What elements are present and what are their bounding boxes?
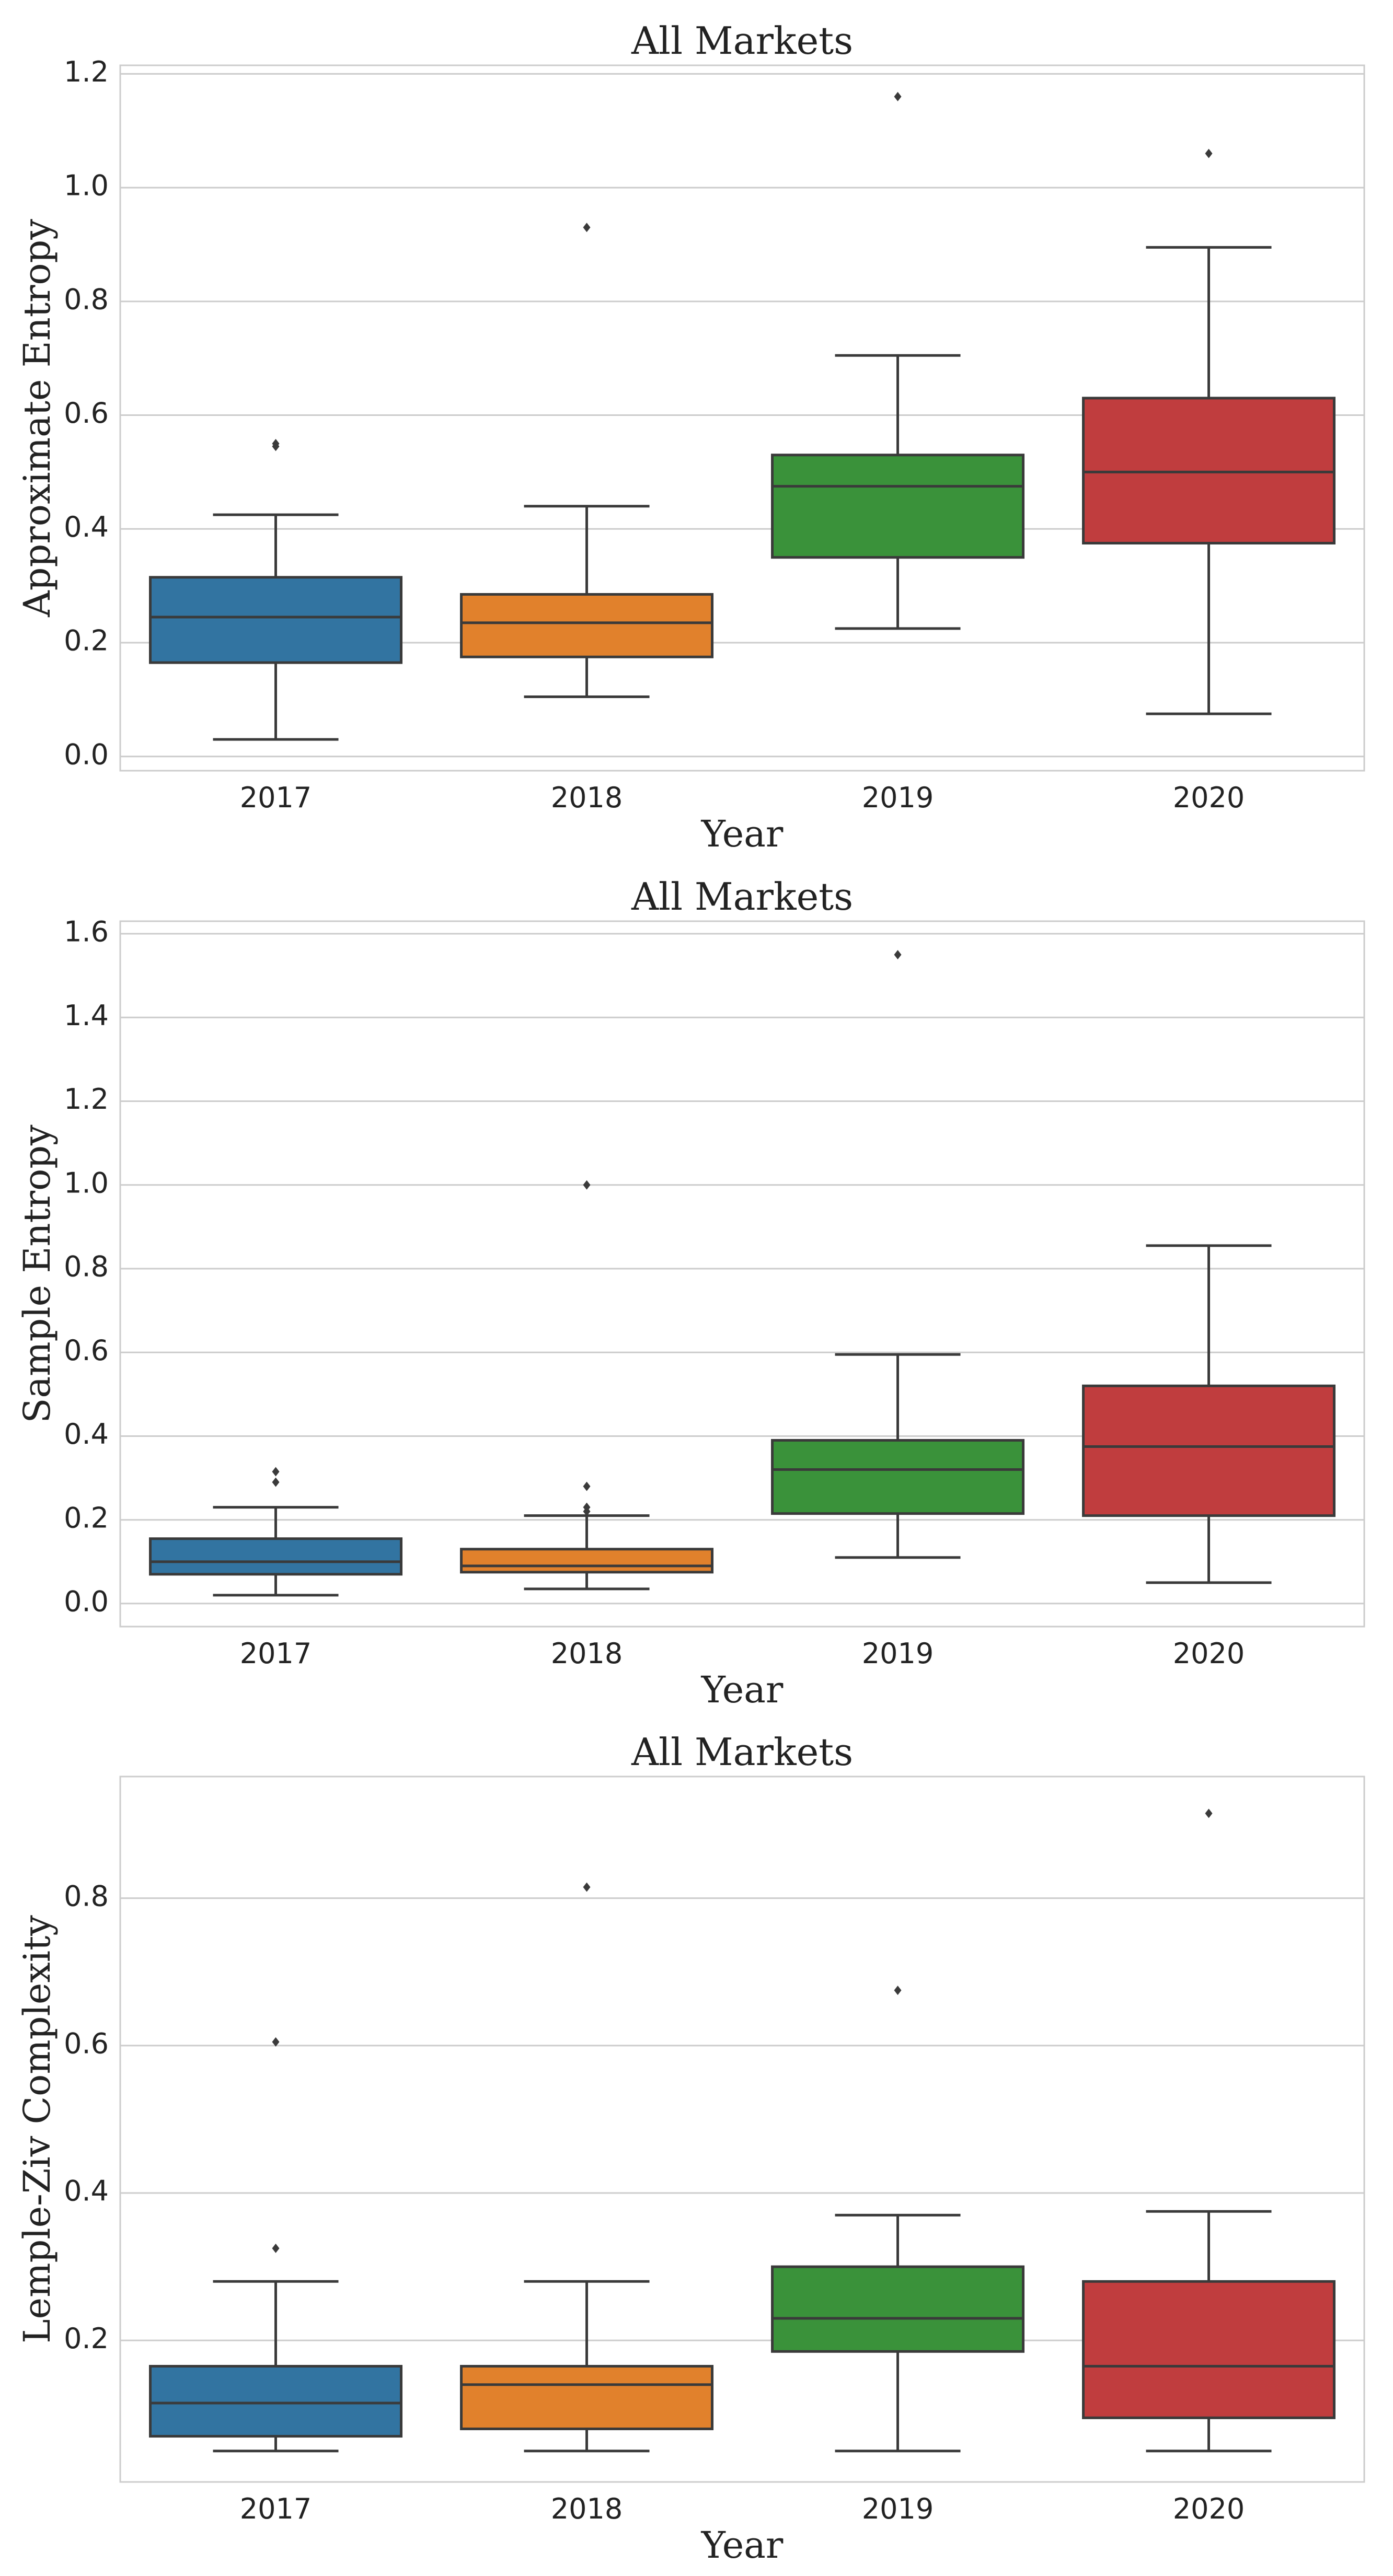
plot-frame [119,1776,1365,2483]
outlier-point [583,1502,591,1512]
chart-title: All Markets [631,1730,853,1774]
box-2020 [1082,1244,1336,1584]
iqr-box [771,454,1024,559]
y-tick-label: 0.8 [64,1879,109,1912]
outlier-point [894,950,902,960]
outlier-point [272,438,280,448]
y-tick-label: 0.2 [64,2322,109,2355]
outlier-point [583,1180,591,1190]
y-tick-label: 0.6 [64,397,109,430]
y-axis-label: Approximate Entropy [16,219,59,618]
x-tick-label: 2018 [551,1637,623,1670]
x-axis-label: Year [701,2524,784,2567]
box-2018 [460,223,713,698]
y-axis-label: Lemple-Ziv Complexity [16,1915,59,2343]
x-tick-label: 2020 [1173,781,1245,814]
x-axis-label: Year [701,1668,784,1711]
iqr-box [1082,1384,1336,1517]
y-tick-label: 0.2 [64,1501,109,1534]
box-2020 [1082,148,1336,715]
y-tick-label: 1.0 [64,1166,109,1199]
y-tick-label: 0.6 [64,2027,109,2060]
outlier-point [894,1986,902,1995]
box-2017 [149,2037,402,2453]
outlier-point [583,223,591,233]
plot-frame [119,64,1365,772]
y-tick-label: 1.6 [64,915,109,948]
iqr-box [1082,397,1336,545]
box-2019 [771,91,1024,630]
outlier-point [1205,1808,1213,1818]
y-tick-label: 0.6 [64,1334,109,1367]
outlier-point [583,1882,591,1892]
y-tick-label: 0.4 [64,2175,109,2208]
iqr-box [1082,2280,1336,2419]
y-tick-label: 1.2 [64,1083,109,1116]
outlier-point [894,91,902,101]
y-tick-label: 1.4 [64,999,109,1032]
y-tick-label: 0.8 [64,1250,109,1283]
x-tick-label: 2018 [551,2492,623,2525]
iqr-box [460,2365,713,2430]
iqr-box [771,2265,1024,2353]
x-tick-label: 2017 [240,781,312,814]
x-tick-label: 2019 [862,2492,934,2525]
x-tick-label: 2017 [240,2492,312,2525]
y-tick-label: 0.8 [64,283,109,316]
x-tick-label: 2018 [551,781,623,814]
box-2018 [460,1180,713,1591]
x-tick-label: 2017 [240,1637,312,1670]
y-tick-label: 0.4 [64,1418,109,1451]
box-2020 [1082,1808,1336,2453]
chart-title: All Markets [631,19,853,63]
outlier-point [1205,148,1213,158]
x-tick-label: 2020 [1173,1637,1245,1670]
box-2017 [149,1467,402,1597]
iqr-box [149,2365,402,2438]
y-tick-label: 0.4 [64,510,109,543]
box-2019 [771,1986,1024,2453]
y-axis-label: Sample Entropy [16,1124,59,1423]
y-tick-label: 0.0 [64,738,109,771]
chart-panel-1: 0.0 0.2 0.4 0.6 0.8 1.0 1.2 2017 2018 2019 2020 All… [16,19,1365,855]
outlier-point [272,2243,280,2253]
iqr-box [771,1438,1024,1515]
y-tick-label: 0.0 [64,1585,109,1618]
x-axis-label: Year [701,813,784,855]
iqr-box [149,1537,402,1576]
x-tick-label: 2019 [862,1637,934,1670]
iqr-box [460,1548,713,1574]
box-2019 [771,950,1024,1559]
box-2017 [149,438,402,741]
y-tick-label: 0.2 [64,624,109,657]
x-tick-label: 2019 [862,781,934,814]
outlier-point [272,1477,280,1487]
chart-title: All Markets [631,875,853,919]
chart-panel-2: 0.0 0.2 0.4 0.6 0.8 1.0 1.2 1.4 1.6 2017 2018 2019 2… [16,875,1365,1711]
y-tick-label: 1.2 [64,55,109,88]
iqr-box [149,576,402,664]
x-tick-label: 2020 [1173,2492,1245,2525]
outlier-point [272,2037,280,2047]
outlier-point [583,1481,591,1491]
outlier-point [272,1467,280,1477]
plot-frame [119,920,1365,1628]
chart-panel-3: 0.2 0.4 0.6 0.8 2017 2018 2019 2020 All Markets Y… [16,1730,1365,2567]
y-tick-label: 1.0 [64,169,109,202]
box-2018 [460,1882,713,2453]
iqr-box [460,593,713,658]
